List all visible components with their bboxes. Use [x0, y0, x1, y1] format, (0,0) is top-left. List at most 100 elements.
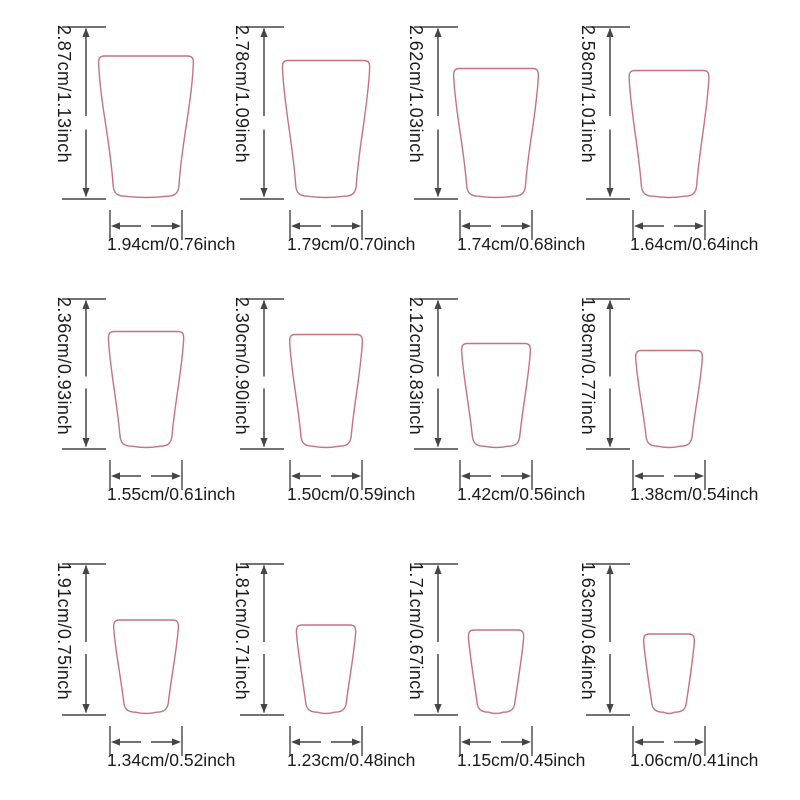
- dimension-graphics: [414, 26, 540, 240]
- arrowhead-down-icon: [606, 188, 614, 197]
- width-label: 1.64cm/0.64inch: [630, 234, 759, 254]
- nail-size-cell: 2.78cm/1.09inch 1.79cm/0.70inch: [200, 0, 415, 266]
- nail-size-cell: 2.62cm/1.03inch 1.74cm/0.68inch: [400, 0, 600, 266]
- arrowhead-left-icon: [461, 222, 470, 230]
- dimension-graphics: [240, 298, 364, 490]
- arrowhead-right-icon: [695, 472, 704, 480]
- width-label: 1.74cm/0.68inch: [457, 234, 586, 254]
- height-label: 1.98cm/0.77inch: [578, 297, 598, 436]
- arrowhead-left-icon: [111, 222, 120, 230]
- arrowhead-down-icon: [82, 438, 90, 447]
- height-label: 2.78cm/1.09inch: [232, 25, 252, 164]
- width-label: 1.06cm/0.41inch: [630, 750, 759, 770]
- arrowhead-left-icon: [634, 738, 643, 746]
- arrowhead-down-icon: [82, 704, 90, 713]
- height-label: 1.63cm/0.64inch: [578, 562, 598, 701]
- arrowhead-up-icon: [260, 28, 268, 37]
- arrowhead-up-icon: [434, 300, 442, 309]
- arrowhead-up-icon: [82, 28, 90, 37]
- nail-size-cell: 2.87cm/1.13inch 1.94cm/0.76inch: [0, 0, 235, 266]
- arrowhead-up-icon: [434, 28, 442, 37]
- width-label: 1.34cm/0.52inch: [107, 750, 236, 770]
- arrowhead-up-icon: [82, 300, 90, 309]
- arrowhead-left-icon: [111, 472, 120, 480]
- arrowhead-right-icon: [352, 738, 361, 746]
- arrowhead-up-icon: [606, 300, 614, 309]
- arrowhead-left-icon: [111, 738, 120, 746]
- nail-size-cell: 1.63cm/0.64inch 1.06cm/0.41inch: [578, 532, 800, 798]
- arrowhead-right-icon: [352, 472, 361, 480]
- nail-tip-outline: [634, 349, 704, 449]
- arrowhead-right-icon: [172, 738, 181, 746]
- nail-tip-outline: [460, 342, 532, 449]
- arrowhead-up-icon: [606, 565, 614, 574]
- width-label: 1.42cm/0.56inch: [457, 484, 586, 504]
- arrowhead-right-icon: [522, 222, 531, 230]
- height-label: 2.30cm/0.90inch: [232, 297, 252, 436]
- height-label: 1.71cm/0.67inch: [406, 562, 426, 701]
- nail-tip-outline: [112, 619, 180, 715]
- nail-tip-outline: [288, 333, 364, 449]
- height-label: 1.81cm/0.71inch: [232, 562, 252, 701]
- arrowhead-left-icon: [291, 222, 300, 230]
- arrowhead-down-icon: [260, 704, 268, 713]
- arrowhead-right-icon: [172, 222, 181, 230]
- nail-size-cell: 2.12cm/0.83inch 1.42cm/0.56inch: [400, 266, 600, 532]
- nail-tip-outline: [97, 55, 195, 199]
- nail-tip-outline: [281, 59, 371, 199]
- width-label: 1.38cm/0.54inch: [630, 484, 759, 504]
- nail-tip-outline: [628, 69, 710, 199]
- arrowhead-right-icon: [352, 222, 361, 230]
- arrowhead-up-icon: [606, 28, 614, 37]
- arrowhead-up-icon: [260, 300, 268, 309]
- nail-size-cell: 1.98cm/0.77inch 1.38cm/0.54inch: [578, 266, 800, 532]
- arrowhead-right-icon: [695, 222, 704, 230]
- arrowhead-left-icon: [634, 472, 643, 480]
- height-label: 2.58cm/1.01inch: [578, 25, 598, 164]
- width-label: 1.55cm/0.61inch: [107, 484, 236, 504]
- arrowhead-left-icon: [291, 738, 300, 746]
- nail-size-cell: 2.36cm/0.93inch 1.55cm/0.61inch: [0, 266, 235, 532]
- arrowhead-up-icon: [82, 565, 90, 574]
- arrowhead-down-icon: [434, 438, 442, 447]
- dimension-graphics: [62, 563, 183, 756]
- dimension-graphics: [62, 298, 185, 490]
- arrowhead-right-icon: [522, 472, 531, 480]
- arrowhead-right-icon: [695, 738, 704, 746]
- width-label: 1.79cm/0.70inch: [287, 234, 416, 254]
- arrowhead-right-icon: [522, 738, 531, 746]
- nail-tip-outline: [642, 633, 696, 715]
- dimension-graphics: [240, 563, 363, 756]
- arrowhead-down-icon: [434, 188, 442, 197]
- arrowhead-left-icon: [461, 472, 470, 480]
- arrowhead-down-icon: [260, 188, 268, 197]
- dimension-graphics: [414, 563, 533, 756]
- nail-tip-outline: [295, 624, 357, 715]
- nail-size-cell: 1.91cm/0.75inch 1.34cm/0.52inch: [0, 532, 235, 798]
- arrowhead-down-icon: [82, 188, 90, 197]
- nail-tip-outline: [452, 67, 540, 199]
- nail-tip-outline: [107, 330, 185, 449]
- dimension-graphics: [586, 298, 706, 490]
- height-label: 1.91cm/0.75inch: [54, 562, 74, 701]
- width-label: 1.23cm/0.48inch: [287, 750, 416, 770]
- height-label: 2.87cm/1.13inch: [54, 25, 74, 164]
- arrowhead-right-icon: [172, 472, 181, 480]
- arrowhead-down-icon: [606, 438, 614, 447]
- nail-size-cell: 1.81cm/0.71inch 1.23cm/0.48inch: [200, 532, 415, 798]
- width-label: 1.15cm/0.45inch: [457, 750, 586, 770]
- width-label: 1.50cm/0.59inch: [287, 484, 416, 504]
- arrowhead-down-icon: [606, 704, 614, 713]
- arrowhead-left-icon: [291, 472, 300, 480]
- dimension-graphics: [414, 298, 533, 490]
- dimension-graphics: [62, 26, 195, 240]
- dimension-graphics: [240, 26, 371, 240]
- nail-size-cell: 2.58cm/1.01inch 1.64cm/0.64inch: [578, 0, 800, 266]
- arrowhead-left-icon: [634, 222, 643, 230]
- nail-size-cell: 2.30cm/0.90inch 1.50cm/0.59inch: [200, 266, 415, 532]
- dimension-graphics: [586, 563, 706, 756]
- height-label: 2.36cm/0.93inch: [54, 297, 74, 436]
- nail-size-cell: 1.71cm/0.67inch 1.15cm/0.45inch: [400, 532, 600, 798]
